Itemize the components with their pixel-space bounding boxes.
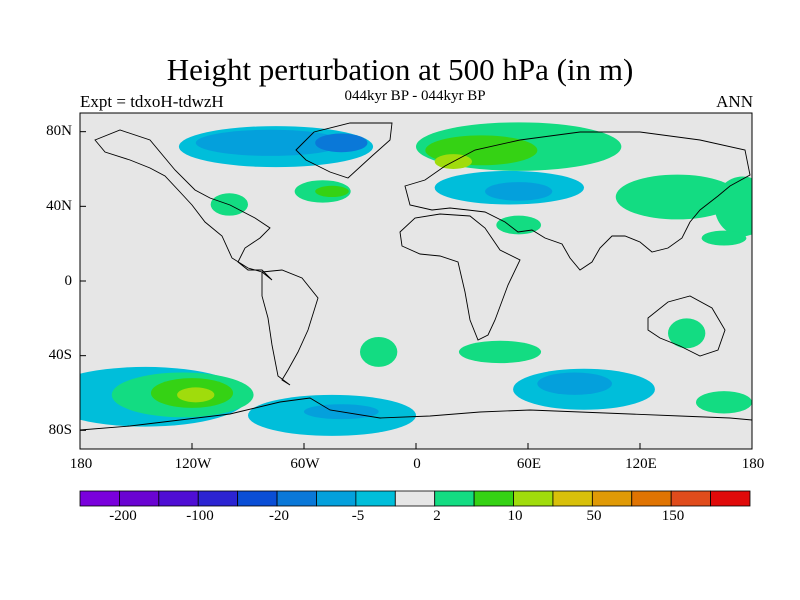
region-south-atlantic-positive	[360, 337, 398, 367]
region-middle-east-positive	[496, 215, 542, 235]
coastlines	[80, 122, 752, 431]
figure-title: Height perturbation at 500 hPa (in m)	[166, 52, 634, 87]
x-tick-label: 120E	[625, 456, 657, 472]
colorbar-label: 2	[433, 508, 441, 524]
region-pacific-west-positive	[714, 176, 752, 237]
region-southern-indian-low	[537, 372, 613, 395]
x-tick-label: 60W	[290, 456, 320, 472]
colorbar-label: -200	[109, 508, 137, 524]
y-tick-label: 40N	[46, 198, 72, 214]
x-tick-label: 180	[741, 456, 765, 472]
region-south-pacific-peak	[177, 387, 215, 403]
colorbar-swatch	[197, 490, 239, 507]
colorbar-label: 10	[507, 508, 523, 524]
colorbar-label: 150	[661, 508, 685, 524]
axis-ticks	[79, 131, 753, 449]
colorbar-swatch	[513, 490, 554, 507]
colorbar-swatch	[473, 490, 514, 507]
colorbar-swatch	[631, 490, 672, 507]
region-greenland-low	[195, 129, 346, 156]
experiment-label: Expt = tdxoH-tdwzH	[80, 92, 224, 111]
region-south-indian-positive	[458, 340, 542, 364]
coast-africa	[399, 213, 521, 341]
colorbar-swatch	[276, 490, 317, 507]
coast-south-america	[261, 269, 319, 386]
region-tasman-positive	[696, 391, 752, 414]
coast-greenland	[295, 122, 393, 179]
colorbar-swatch	[119, 490, 160, 507]
region-australia-positive	[668, 318, 706, 349]
contour-fills	[80, 122, 752, 436]
x-tick-label: 60E	[516, 456, 542, 472]
colorbar-label: -100	[186, 508, 214, 524]
colorbar-label: -20	[269, 508, 289, 524]
coast-australia	[647, 295, 726, 357]
y-tick-label: 40S	[48, 347, 72, 363]
colorbar-swatch	[710, 490, 751, 507]
colorbar-label: -5	[351, 508, 365, 524]
season-label: ANN	[716, 92, 753, 111]
colorbar-swatch	[316, 490, 357, 507]
y-tick-label: 80N	[46, 123, 72, 139]
region-greenland-core	[315, 133, 368, 153]
figure-subtitle: 044kyr BP - 044kyr BP	[344, 88, 486, 104]
colorbar-swatch	[591, 490, 633, 507]
colorbar-swatch	[237, 490, 278, 507]
y-tick-label: 80S	[48, 422, 72, 438]
colorbar-swatch	[552, 490, 593, 507]
colorbar-swatch	[434, 490, 475, 507]
region-central-asia-low	[485, 182, 553, 201]
y-tick-label: 0	[64, 273, 73, 289]
colorbar-swatch	[158, 490, 199, 507]
x-tick-label: 180	[69, 456, 93, 472]
colorbar-swatch	[79, 490, 120, 507]
colorbar-swatch	[355, 490, 396, 507]
region-atlantic-north-core	[315, 185, 349, 197]
region-west-pacific-positive	[701, 230, 747, 246]
x-tick-label: 0	[413, 456, 421, 472]
coast-europe-asia	[404, 131, 751, 271]
colorbar-swatch	[394, 490, 436, 507]
x-tick-label: 120W	[174, 456, 212, 472]
colorbar-label: 50	[586, 508, 602, 524]
region-east-asia-positive	[615, 174, 739, 220]
coast-antarctica	[80, 397, 752, 431]
coast-north-america	[94, 129, 273, 281]
colorbar	[79, 490, 751, 507]
colorbar-swatch	[670, 490, 711, 507]
